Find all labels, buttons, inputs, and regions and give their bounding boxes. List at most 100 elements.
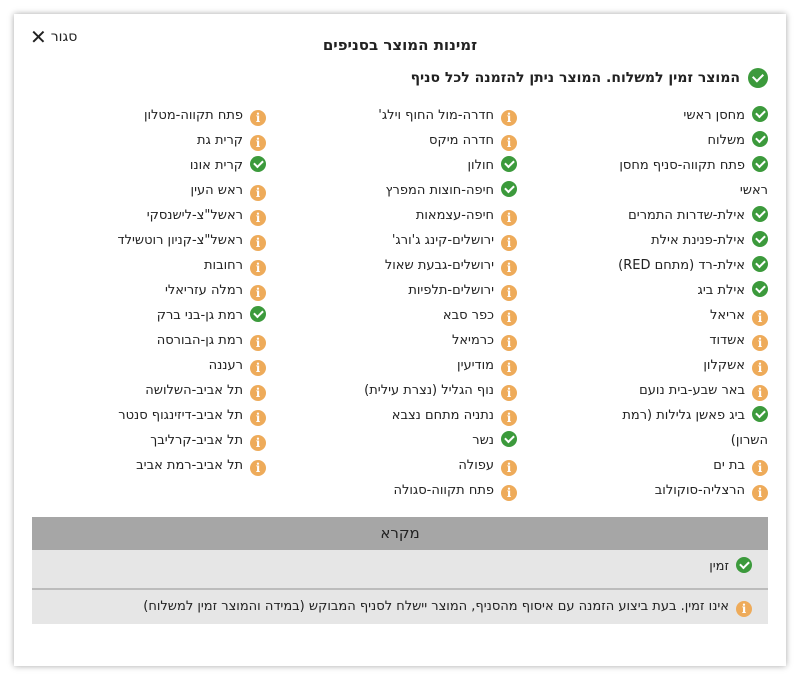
branch-name: תל אביב-השלושה: [145, 383, 243, 398]
branch-item: i תל אביב-דיזינגוף סנטר: [86, 403, 266, 428]
info-circle-icon: i: [501, 310, 517, 326]
branch-name: חדרה מיקס: [429, 133, 494, 148]
info-circle-icon: i: [250, 360, 266, 376]
info-circle-icon: i: [752, 335, 768, 351]
info-circle-icon: i: [250, 385, 266, 401]
info-circle-icon: i: [250, 335, 266, 351]
check-circle-icon: [752, 406, 768, 422]
branch-name: נוף הגליל (נצרת עילית): [364, 383, 494, 398]
info-circle-icon: i: [752, 360, 768, 376]
branch-item: i אשקלון: [610, 353, 768, 378]
info-circle-icon: i: [501, 485, 517, 501]
branch-item: מחסן ראשי: [610, 103, 768, 128]
branch-name: חולון: [467, 158, 494, 173]
branch-name: ירושלים-תלפיות: [408, 283, 494, 298]
branch-name: כרמיאל: [451, 333, 494, 348]
branch-item: i ירושלים-תלפיות: [345, 278, 517, 303]
branch-name: כפר סבא: [442, 308, 494, 323]
branch-column-3: i פתח תקווה-מטלון i קרית גת קרית אונו i ראש הע…: [86, 103, 266, 478]
branch-item: חולון: [345, 153, 517, 178]
branch-name: משלוח: [707, 133, 745, 148]
branch-name: אילת-שדרות התמרים: [628, 208, 745, 223]
info-circle-icon: i: [250, 435, 266, 451]
check-circle-icon: [752, 206, 768, 222]
legend: מקרא זמין i אינו זמין. בעת ביצוע הזמנה עם…: [32, 517, 768, 624]
summary-text: המוצר זמין למשלוח. המוצר ניתן להזמנה לכל…: [410, 70, 740, 86]
branch-item: i באר שבע-בית נועם: [610, 378, 768, 403]
branch-item: i הרצליה-סוקולוב: [610, 478, 768, 503]
branch-name: ראשל"צ-לישנסקי: [146, 208, 243, 223]
branch-item: i בת ים: [610, 453, 768, 478]
close-button[interactable]: סגור ✕: [30, 27, 78, 47]
branch-name: מחסן ראשי: [683, 108, 745, 123]
branch-name: ביג פאשן גלילות (רמת השרון): [622, 408, 768, 448]
branch-item: i נתניה מתחם נצבא: [345, 403, 517, 428]
branch-name: נשר: [472, 433, 494, 448]
info-circle-icon: i: [250, 210, 266, 226]
info-circle-icon: i: [250, 135, 266, 151]
branch-column-1: מחסן ראשי משלוח פתח תקווה-סניף מחסן ראשי אי…: [610, 103, 768, 503]
info-circle-icon: i: [752, 310, 768, 326]
info-circle-icon: i: [250, 110, 266, 126]
branch-name: הרצליה-סוקולוב: [654, 483, 745, 498]
info-circle-icon: i: [501, 360, 517, 376]
check-circle-icon: [748, 68, 768, 88]
close-label: סגור: [50, 29, 78, 45]
branch-name: אשדוד: [709, 333, 745, 348]
branch-item: i אריאל: [610, 303, 768, 328]
info-circle-icon: i: [250, 260, 266, 276]
branch-name: אילת ביג: [697, 283, 745, 298]
branch-item: חיפה-חוצות המפרץ: [345, 178, 517, 203]
info-circle-icon: i: [250, 235, 266, 251]
check-circle-icon: [501, 181, 517, 197]
branch-name: נתניה מתחם נצבא: [391, 408, 494, 423]
check-circle-icon: [250, 156, 266, 172]
branch-name: ירושלים-קינג ג'ורג': [391, 233, 494, 248]
branch-name: קרית גת: [196, 133, 243, 148]
legend-title: מקרא: [32, 517, 768, 550]
branch-name: אשקלון: [703, 358, 745, 373]
branch-name: חיפה-עצמאות: [415, 208, 494, 223]
branch-item: i קרית גת: [86, 128, 266, 153]
branch-item: i חדרה מיקס: [345, 128, 517, 153]
info-circle-icon: i: [250, 285, 266, 301]
branch-item: i כפר סבא: [345, 303, 517, 328]
branch-item: i ירושלים-גבעת שאול: [345, 253, 517, 278]
branch-item: i מודיעין: [345, 353, 517, 378]
check-circle-icon: [752, 106, 768, 122]
branch-item: i ראשל"צ-קניון רוטשילד: [86, 228, 266, 253]
branch-item: אילת-שדרות התמרים: [610, 203, 768, 228]
info-circle-icon: i: [501, 410, 517, 426]
branch-item: i תל אביב-קרליבך: [86, 428, 266, 453]
info-circle-icon: i: [501, 285, 517, 301]
branch-name: תל אביב-קרליבך: [150, 433, 243, 448]
branch-availability-modal: סגור ✕ זמינות המוצר בסניפים המוצר זמין ל…: [14, 14, 786, 666]
check-circle-icon: [752, 131, 768, 147]
check-circle-icon: [752, 256, 768, 272]
branch-item: פתח תקווה-סניף מחסן ראשי: [610, 153, 768, 203]
branch-item: אילת-פנינת אילת: [610, 228, 768, 253]
branch-name: רחובות: [204, 258, 243, 273]
info-circle-icon: i: [736, 601, 752, 617]
info-circle-icon: i: [501, 210, 517, 226]
branch-item: i ראשל"צ-לישנסקי: [86, 203, 266, 228]
info-circle-icon: i: [752, 485, 768, 501]
branch-name: תל אביב-דיזינגוף סנטר: [118, 408, 243, 423]
info-circle-icon: i: [250, 410, 266, 426]
branch-name: רמת גן-הבורסה: [156, 333, 243, 348]
branch-item: i חדרה-מול החוף וילג': [345, 103, 517, 128]
branch-name: קרית אונו: [189, 158, 243, 173]
branch-item: רמת גן-בני ברק: [86, 303, 266, 328]
check-circle-icon: [752, 156, 768, 172]
branch-name: פתח תקווה-מטלון: [143, 108, 243, 123]
branch-name: בת ים: [713, 458, 745, 473]
branch-item: ביג פאשן גלילות (רמת השרון): [610, 403, 768, 453]
branch-column-2: i חדרה-מול החוף וילג' i חדרה מיקס חולון חיפה-…: [345, 103, 517, 503]
info-circle-icon: i: [752, 460, 768, 476]
legend-available-text: זמין: [709, 559, 729, 574]
branch-item: i תל אביב-רמת אביב: [86, 453, 266, 478]
branch-item: קרית אונו: [86, 153, 266, 178]
branch-name: רמלה עזריאלי: [164, 283, 243, 298]
info-circle-icon: i: [250, 460, 266, 476]
branch-name: ירושלים-גבעת שאול: [384, 258, 494, 273]
